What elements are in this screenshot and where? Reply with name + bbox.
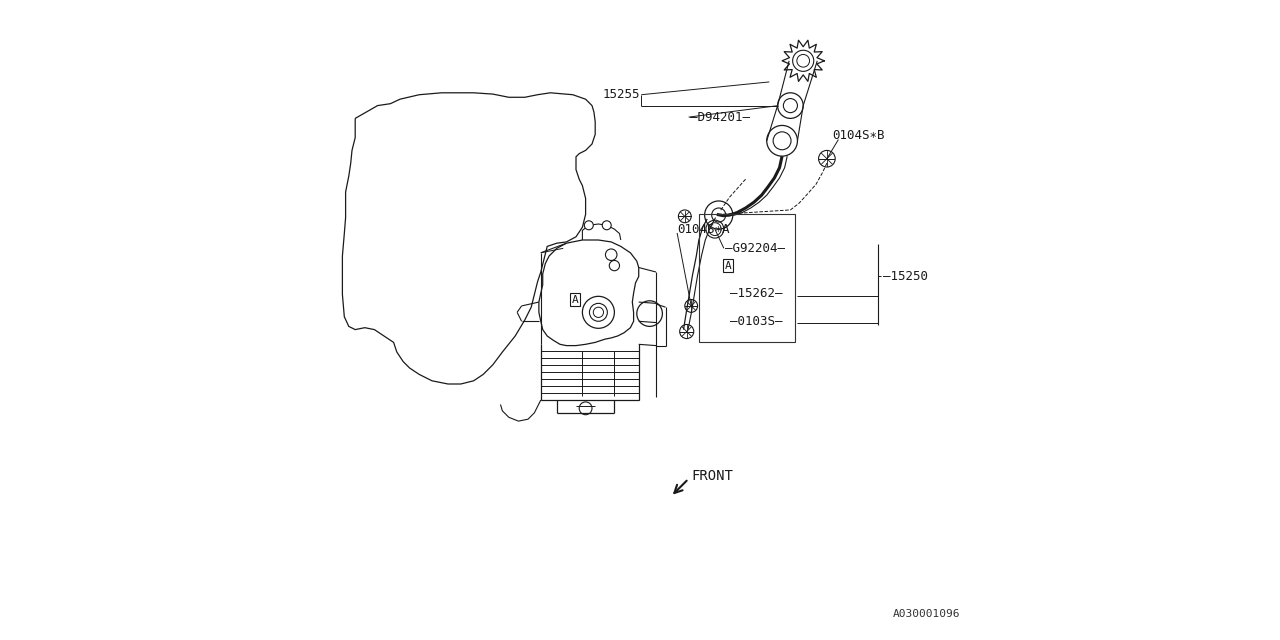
Text: A: A <box>724 260 732 271</box>
Text: —G92204—: —G92204— <box>724 242 785 255</box>
Text: —15250: —15250 <box>883 270 928 283</box>
Text: A: A <box>571 294 579 305</box>
Text: A030001096: A030001096 <box>893 609 960 620</box>
Text: FRONT: FRONT <box>691 468 733 483</box>
Circle shape <box>584 221 594 230</box>
Text: 0104S∗B: 0104S∗B <box>832 129 884 142</box>
Text: 15255: 15255 <box>603 88 640 101</box>
Text: 0104S∗A: 0104S∗A <box>677 223 730 236</box>
Text: —D94201—: —D94201— <box>690 111 750 124</box>
Text: —0103S—: —0103S— <box>730 315 782 328</box>
Bar <box>699 214 795 342</box>
Text: —15262—: —15262— <box>730 287 782 300</box>
Circle shape <box>603 221 612 230</box>
